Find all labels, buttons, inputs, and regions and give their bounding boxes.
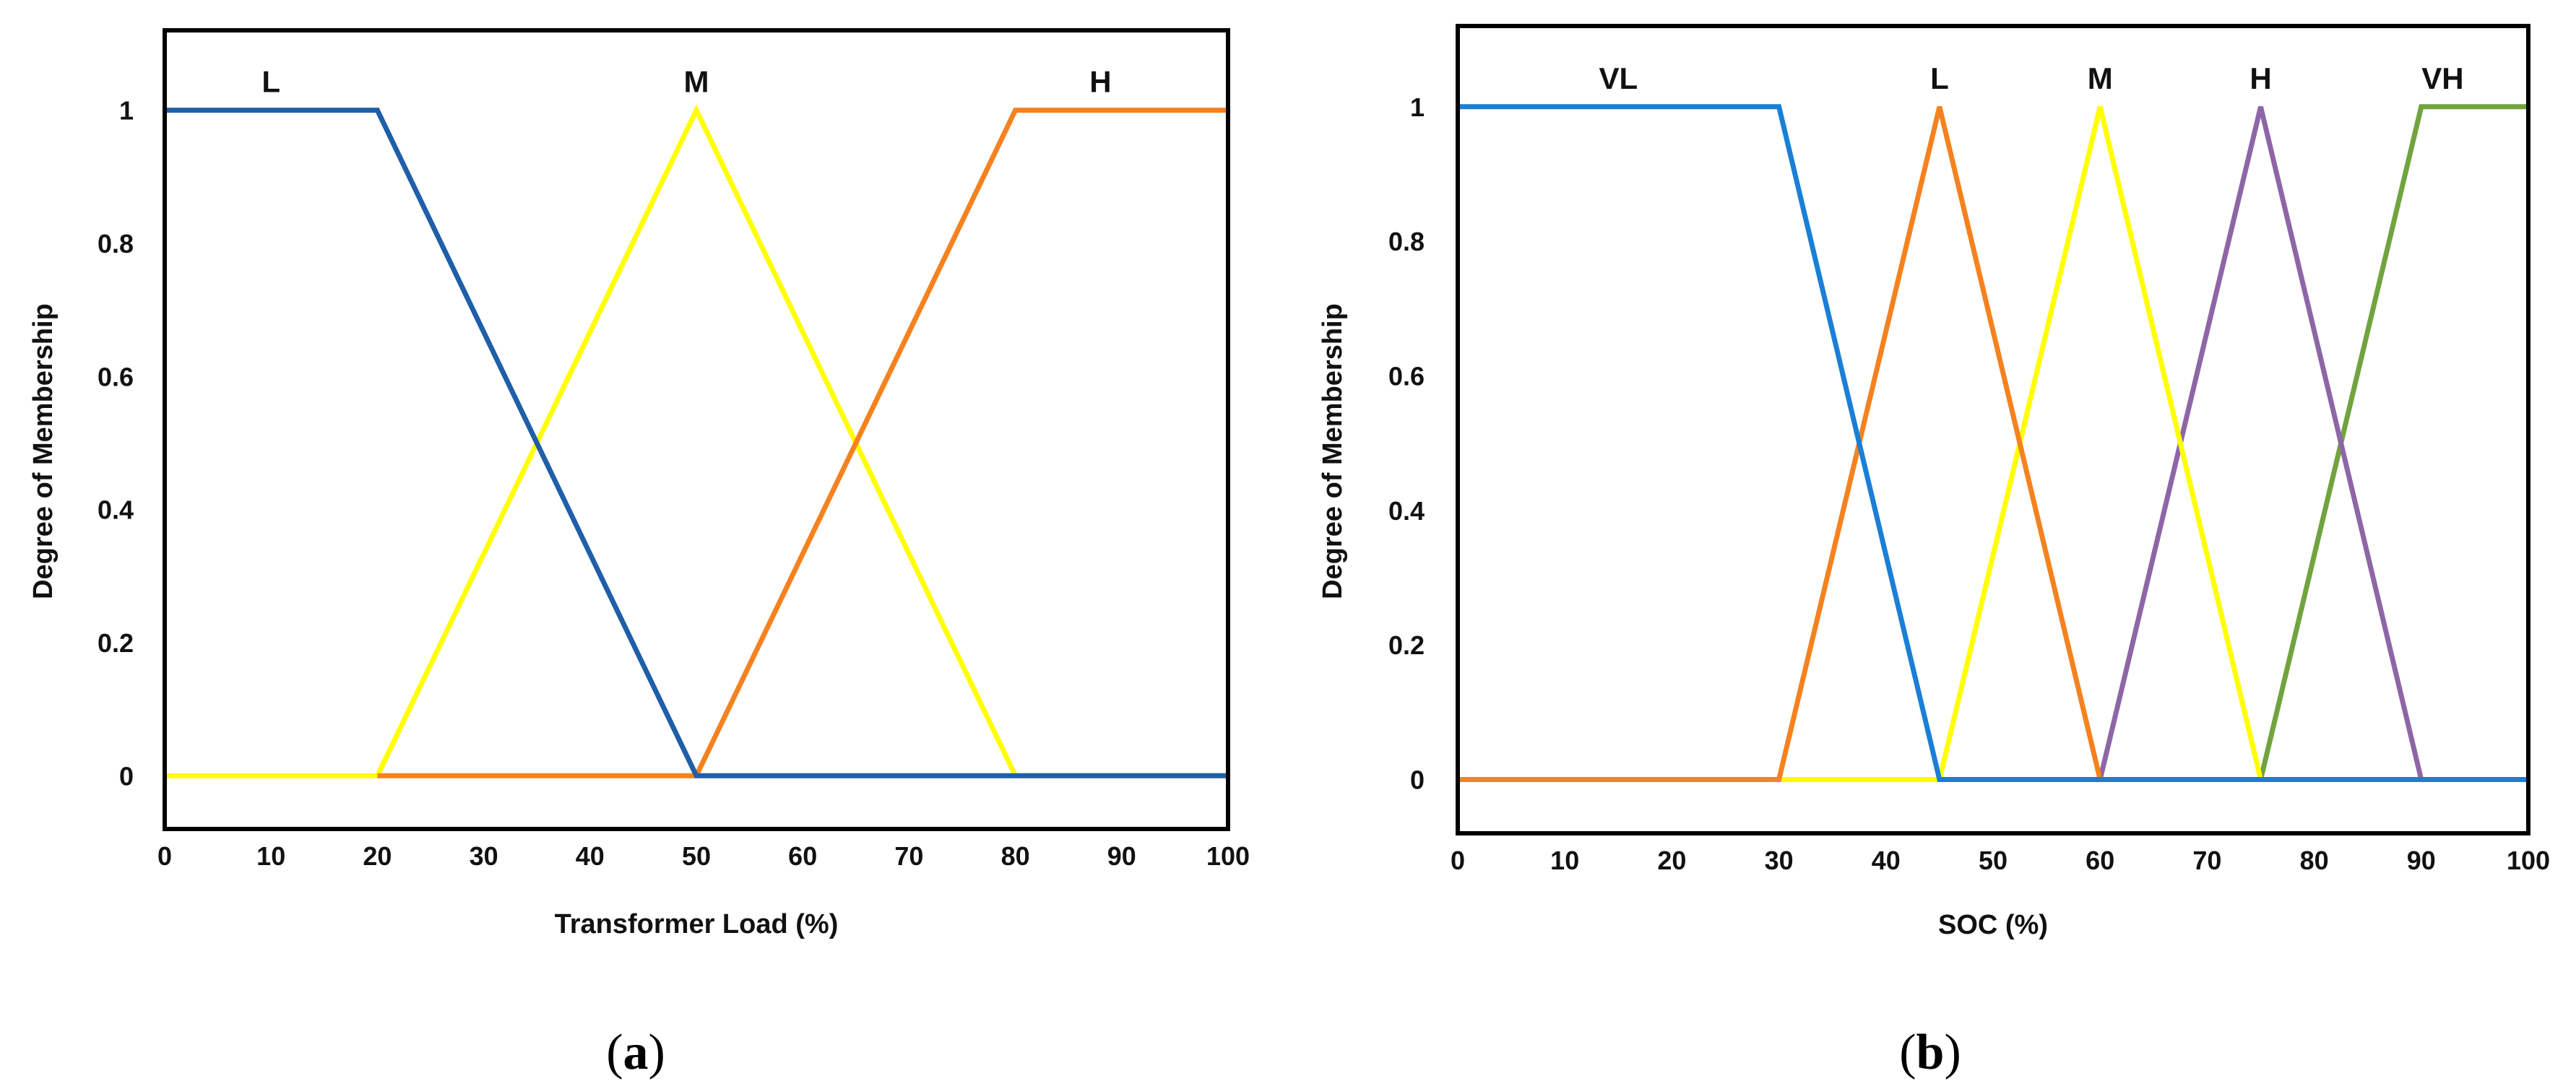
x-tick-label: 40 — [576, 841, 605, 871]
y-tick-label: 1 — [1410, 92, 1425, 122]
y-tick-label: 0.8 — [98, 229, 134, 259]
chart-panel-b: VL L M H VH 0 10 20 30 40 50 60 70 80 90 100 0 0.2 0.4 0.6 0… — [1318, 24, 2550, 1080]
x-tick-label: 100 — [1206, 841, 1250, 871]
y-axis-label: Degree of Membership — [28, 303, 59, 599]
x-tick-label: 10 — [256, 841, 285, 871]
series-line-vl — [1458, 104, 2528, 782]
chart-panel-a: L M H 0 10 20 30 40 50 60 70 80 90 100 0 0.2 0.4 0.6 0.8 1 T… — [28, 28, 1250, 1080]
series-line-l — [1458, 105, 2528, 782]
x-tick-label: 90 — [2407, 846, 2436, 875]
x-axis-label: SOC (%) — [1938, 910, 2048, 940]
x-tick-label: 90 — [1107, 841, 1136, 871]
x-tick-label: 30 — [470, 841, 498, 871]
x-tick-label: 50 — [682, 841, 711, 871]
series-line-l — [165, 108, 1228, 778]
series-line-h — [1458, 105, 2528, 782]
y-tick-label: 0.2 — [98, 628, 134, 658]
x-tick-label: 80 — [1001, 841, 1030, 871]
y-axis-label: Degree of Membership — [1318, 303, 1348, 599]
mf-label-m: M — [684, 65, 709, 99]
y-tick-label: 1 — [119, 96, 134, 126]
x-tick-label: 40 — [1872, 846, 1901, 875]
x-tick-label: 70 — [2192, 846, 2221, 875]
x-tick-label: 60 — [2086, 846, 2114, 875]
y-tick-label: 0.6 — [98, 362, 134, 391]
x-tick-label: 30 — [1765, 846, 1794, 875]
mf-label-vh: VH — [2421, 61, 2463, 95]
x-axis-label: Transformer Load (%) — [555, 909, 839, 939]
x-tick-label: 0 — [1451, 846, 1465, 875]
x-tick-label: 0 — [157, 841, 172, 871]
mf-label-l: L — [1930, 61, 1949, 95]
x-tick-label: 100 — [2507, 846, 2550, 875]
plot-frame — [1456, 24, 2530, 835]
panel-caption: (b) — [1899, 1025, 1961, 1080]
x-tick-label: 60 — [788, 841, 817, 871]
x-tick-label: 10 — [1550, 846, 1579, 875]
x-tick-label: 20 — [1657, 846, 1686, 875]
series-line-m — [165, 104, 1228, 778]
y-tick-label: 0.4 — [98, 495, 134, 525]
y-tick-label: 0.6 — [1388, 361, 1425, 391]
panel-caption: (a) — [606, 1025, 665, 1080]
x-tick-label: 50 — [1979, 846, 2007, 875]
mf-label-l: L — [262, 65, 280, 99]
mf-label-m: M — [2088, 61, 2113, 95]
y-tick-label: 0.4 — [1388, 496, 1425, 526]
y-tick-label: 0.2 — [1388, 630, 1425, 660]
series-line-vh — [1458, 104, 2528, 782]
plot-frame — [163, 28, 1230, 831]
mf-label-h: H — [1089, 65, 1111, 99]
y-tick-label: 0 — [1410, 765, 1425, 794]
mf-label-vl: VL — [1599, 61, 1638, 95]
x-tick-label: 70 — [894, 841, 923, 871]
series-line-m — [1458, 105, 2528, 782]
mf-label-h: H — [2249, 61, 2271, 95]
y-tick-label: 0 — [119, 761, 134, 791]
x-tick-label: 80 — [2300, 846, 2329, 875]
x-tick-label: 20 — [363, 841, 392, 871]
y-tick-label: 0.8 — [1388, 227, 1425, 256]
series-line-h — [377, 108, 1228, 778]
